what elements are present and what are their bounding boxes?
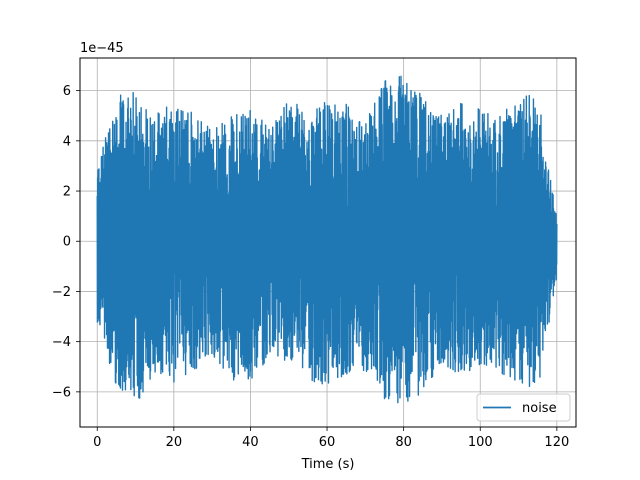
legend-box: [476, 393, 571, 422]
x-tick-label: 100: [468, 435, 493, 450]
legend-label-noise: noise: [522, 401, 557, 416]
x-tick-label: 60: [319, 435, 336, 450]
x-axis-label: Time (s): [301, 457, 355, 472]
y-tick-label: 6: [63, 84, 71, 99]
y-tick-label: −2: [52, 285, 71, 300]
x-tick-label: 20: [166, 435, 183, 450]
x-axis-ticks: 0 20 40 60 80 100 120: [93, 427, 569, 450]
series-line-noise: [96, 75, 558, 404]
x-tick-label: 80: [395, 435, 412, 450]
x-tick-label: 40: [242, 435, 259, 450]
y-tick-label: −6: [52, 385, 71, 400]
plot-frame: [79, 57, 577, 428]
y-tick-label: −4: [52, 335, 71, 350]
y-tick-label: 4: [63, 134, 71, 149]
y-tick-label: 2: [63, 185, 71, 200]
x-tick-label: 0: [93, 435, 101, 450]
legend: noise: [476, 393, 571, 422]
y-axis-offset-label: 1e−45: [80, 41, 124, 56]
plot-area: [96, 75, 558, 404]
y-axis-ticks: −6 −4 −2 0 2 4 6: [52, 84, 80, 400]
x-tick-label: 120: [544, 435, 569, 450]
y-tick-label: 0: [63, 235, 71, 250]
